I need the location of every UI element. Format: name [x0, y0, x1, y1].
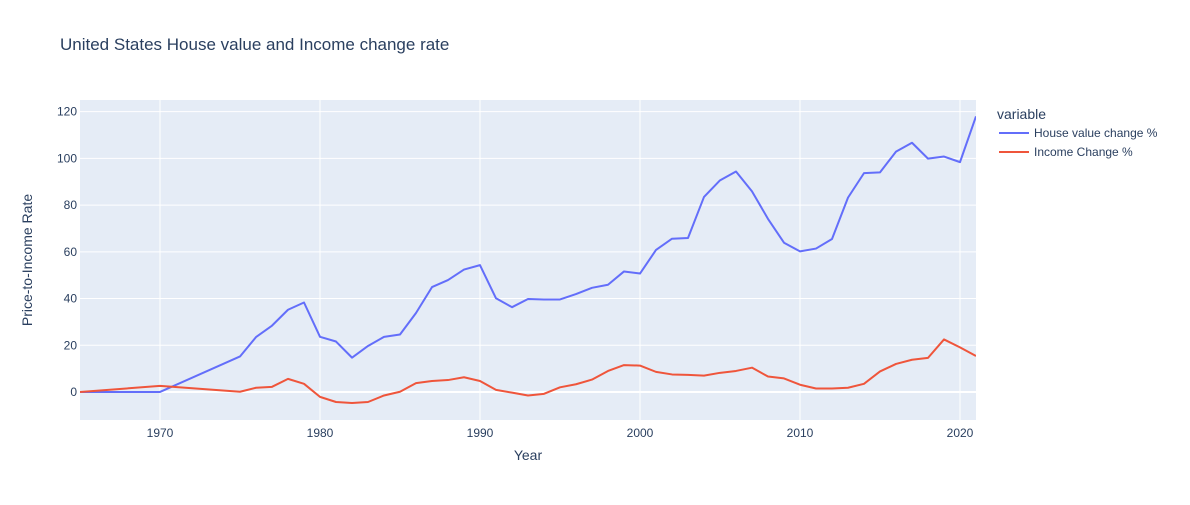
series-line-income: [80, 338, 976, 404]
y-tick-label: 40: [64, 292, 78, 306]
tick-labels: 1970 1980 1990 2000 2010 2020 0 20 40 60 80 100 120: [57, 105, 974, 440]
x-tick-label: 2020: [947, 426, 974, 440]
legend-label: Income Change %: [1034, 145, 1133, 159]
y-tick-label: 20: [64, 338, 78, 352]
legend: variable House value change % Income Chan…: [997, 106, 1158, 159]
x-tick-label: 1980: [307, 426, 334, 440]
y-tick-label: 60: [64, 245, 78, 259]
series-line-house-value: [80, 116, 976, 393]
x-tick-label: 2010: [787, 426, 814, 440]
plot-background: [80, 100, 976, 420]
y-tick-label: 0: [70, 385, 77, 399]
x-tick-label: 2000: [627, 426, 654, 440]
legend-title: variable: [997, 106, 1046, 122]
legend-label: House value change %: [1034, 126, 1158, 140]
y-tick-label: 120: [57, 105, 77, 119]
y-tick-label: 100: [57, 151, 77, 165]
x-tick-label: 1990: [467, 426, 494, 440]
legend-items: House value change % Income Change %: [999, 126, 1158, 159]
y-tick-label: 80: [64, 198, 78, 212]
x-tick-label: 1970: [147, 426, 174, 440]
series-lines: [80, 116, 976, 404]
x-axis-title: Year: [514, 447, 543, 463]
chart-title: United States House value and Income cha…: [60, 35, 449, 54]
y-axis-title: Price-to-Income Rate: [19, 194, 35, 326]
